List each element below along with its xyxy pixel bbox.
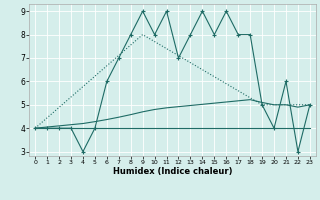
X-axis label: Humidex (Indice chaleur): Humidex (Indice chaleur) — [113, 167, 232, 176]
